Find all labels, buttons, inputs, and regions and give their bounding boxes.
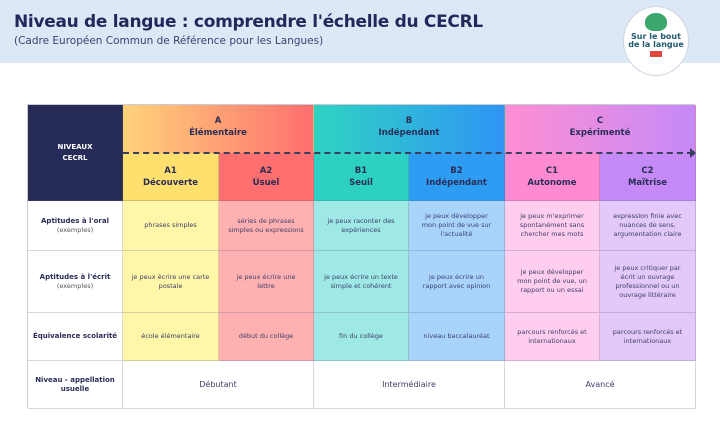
cell-text: niveau baccalauréat — [423, 332, 490, 340]
level-C1: C1 Autonome — [505, 153, 600, 201]
corner-label: NIVEAUX — [57, 142, 93, 151]
level-name: Maîtrise — [627, 177, 668, 188]
header-band — [0, 0, 720, 63]
page-subtitle: (Cadre Européen Commun de Référence pour… — [14, 35, 324, 47]
usual-level-text: Débutant — [199, 380, 237, 389]
level-A1: A1 Découverte — [123, 153, 219, 201]
cell-text: je peux écrire un texte simple et cohére… — [324, 272, 398, 290]
bird-icon — [645, 13, 667, 31]
corner-cell: NIVEAUX CECRL — [28, 105, 123, 201]
logo-tag — [649, 51, 663, 57]
group-letter: B — [405, 116, 413, 126]
table-cell: niveau baccalauréat — [409, 313, 505, 361]
cell-text: séries de phrases simples ou expressions — [228, 216, 304, 234]
table-cell: je peux raconter des expériences — [314, 201, 409, 251]
table-cell: je peux écrire un rapport avec opinion — [409, 251, 505, 313]
row-label-sub: (exemples) — [56, 225, 94, 234]
cell-text: fin du collège — [339, 332, 383, 340]
cell-text: je peux raconter des expériences — [327, 216, 395, 234]
table-cell: je peux écrire un texte simple et cohére… — [314, 251, 409, 313]
cell-text: parcours renforcés et internationaux — [612, 327, 683, 345]
group-name: Expérimenté — [569, 128, 631, 138]
row-label: Aptitudes à l'oral (exemples) — [28, 201, 123, 251]
level-code: B1 — [354, 165, 368, 176]
table-cell: je peux m'exprimer spontanément sans che… — [505, 201, 600, 251]
cell-text: je peux critiquer par écrit un ouvrage p… — [614, 263, 681, 299]
arrow-head-icon — [690, 148, 696, 158]
table-cell: je peux écrire une carte postale — [123, 251, 219, 313]
table-cell: fin du collège — [314, 313, 409, 361]
group-name: Indépendant — [378, 128, 440, 138]
table-cell: phrases simples — [123, 201, 219, 251]
logo-text: Sur le bout — [631, 32, 681, 41]
logo: Sur le bout de la langue — [623, 6, 689, 76]
table-cell: je peux écrire une lettre — [219, 251, 314, 313]
row-label-text: Aptitudes à l'oral — [41, 216, 109, 225]
table-cell: parcours renforcés et internationaux — [505, 313, 600, 361]
row-label-text: Équivalence scolarité — [32, 332, 118, 340]
level-code: A2 — [259, 165, 273, 176]
progression-arrow-line — [123, 152, 693, 154]
table-cell: je peux développer mon point de vue, un … — [505, 251, 600, 313]
page-title: Niveau de langue : comprendre l'échelle … — [14, 12, 483, 32]
level-C2: C2 Maîtrise — [600, 153, 696, 201]
cell-text: début du collège — [238, 332, 294, 340]
table-cell: je peux critiquer par écrit un ouvrage p… — [600, 251, 696, 313]
usual-level-cell: Débutant — [123, 361, 314, 409]
level-code: C2 — [641, 165, 654, 176]
table-cell: expression finie avec nuances de sens, a… — [600, 201, 696, 251]
group-letter: A — [214, 116, 222, 126]
cell-text: école élémentaire — [141, 332, 200, 340]
level-B2: B2 Indépendant — [409, 153, 505, 201]
row-label-sub: (exemples) — [56, 281, 94, 290]
row-label-text: Aptitudes à l'écrit — [39, 272, 111, 281]
table-cell: école élémentaire — [123, 313, 219, 361]
level-name: Autonome — [527, 177, 577, 188]
level-name: Découverte — [142, 177, 199, 188]
usual-level-cell: Avancé — [505, 361, 696, 409]
cell-text: je peux m'exprimer spontanément sans che… — [519, 212, 585, 238]
level-name: Indépendant — [426, 177, 487, 188]
table-cell: début du collège — [219, 313, 314, 361]
cell-text: expression finie avec nuances de sens, a… — [613, 212, 682, 238]
level-code: A1 — [164, 165, 177, 176]
table-cell: parcours renforcés et internationaux — [600, 313, 696, 361]
cell-text: phrases simples — [144, 221, 197, 229]
group-name: Élémentaire — [189, 128, 247, 138]
level-B1: B1 Seuil — [314, 153, 409, 201]
level-code: B2 — [450, 165, 463, 176]
corner-label: CECRL — [62, 153, 88, 162]
level-A2: A2 Usuel — [219, 153, 314, 201]
cell-text: parcours renforcés et internationaux — [517, 327, 587, 345]
usual-level-text: Avancé — [585, 380, 615, 389]
level-name: Seuil — [349, 177, 373, 188]
cell-text: je peux développer mon point de vue sur … — [421, 212, 492, 238]
table-cell: séries de phrases simples ou expressions — [219, 201, 314, 251]
group-letter: C — [596, 116, 604, 126]
row-label: Équivalence scolarité — [28, 313, 123, 361]
cell-text: je peux écrire une lettre — [236, 272, 296, 290]
row-label-text: Niveau - appellation usuelle — [35, 375, 115, 393]
cecrl-table: NIVEAUX CECRL A Élémentaire B Indépendant C Exp… — [27, 104, 696, 409]
row-label: Niveau - appellation usuelle — [28, 361, 123, 409]
row-label: Aptitudes à l'écrit (exemples) — [28, 251, 123, 313]
level-name: Usuel — [252, 177, 280, 188]
usual-level-text: Intermédiaire — [382, 380, 436, 389]
usual-level-cell: Intermédiaire — [314, 361, 505, 409]
cell-text: je peux écrire un rapport avec opinion — [422, 272, 491, 290]
cell-text: je peux développer mon point de vue, un … — [517, 268, 587, 294]
cell-text: je peux écrire une carte postale — [131, 272, 210, 290]
logo-text: de la langue — [628, 40, 684, 49]
table-cell: je peux développer mon point de vue sur … — [409, 201, 505, 251]
level-code: C1 — [545, 165, 559, 176]
